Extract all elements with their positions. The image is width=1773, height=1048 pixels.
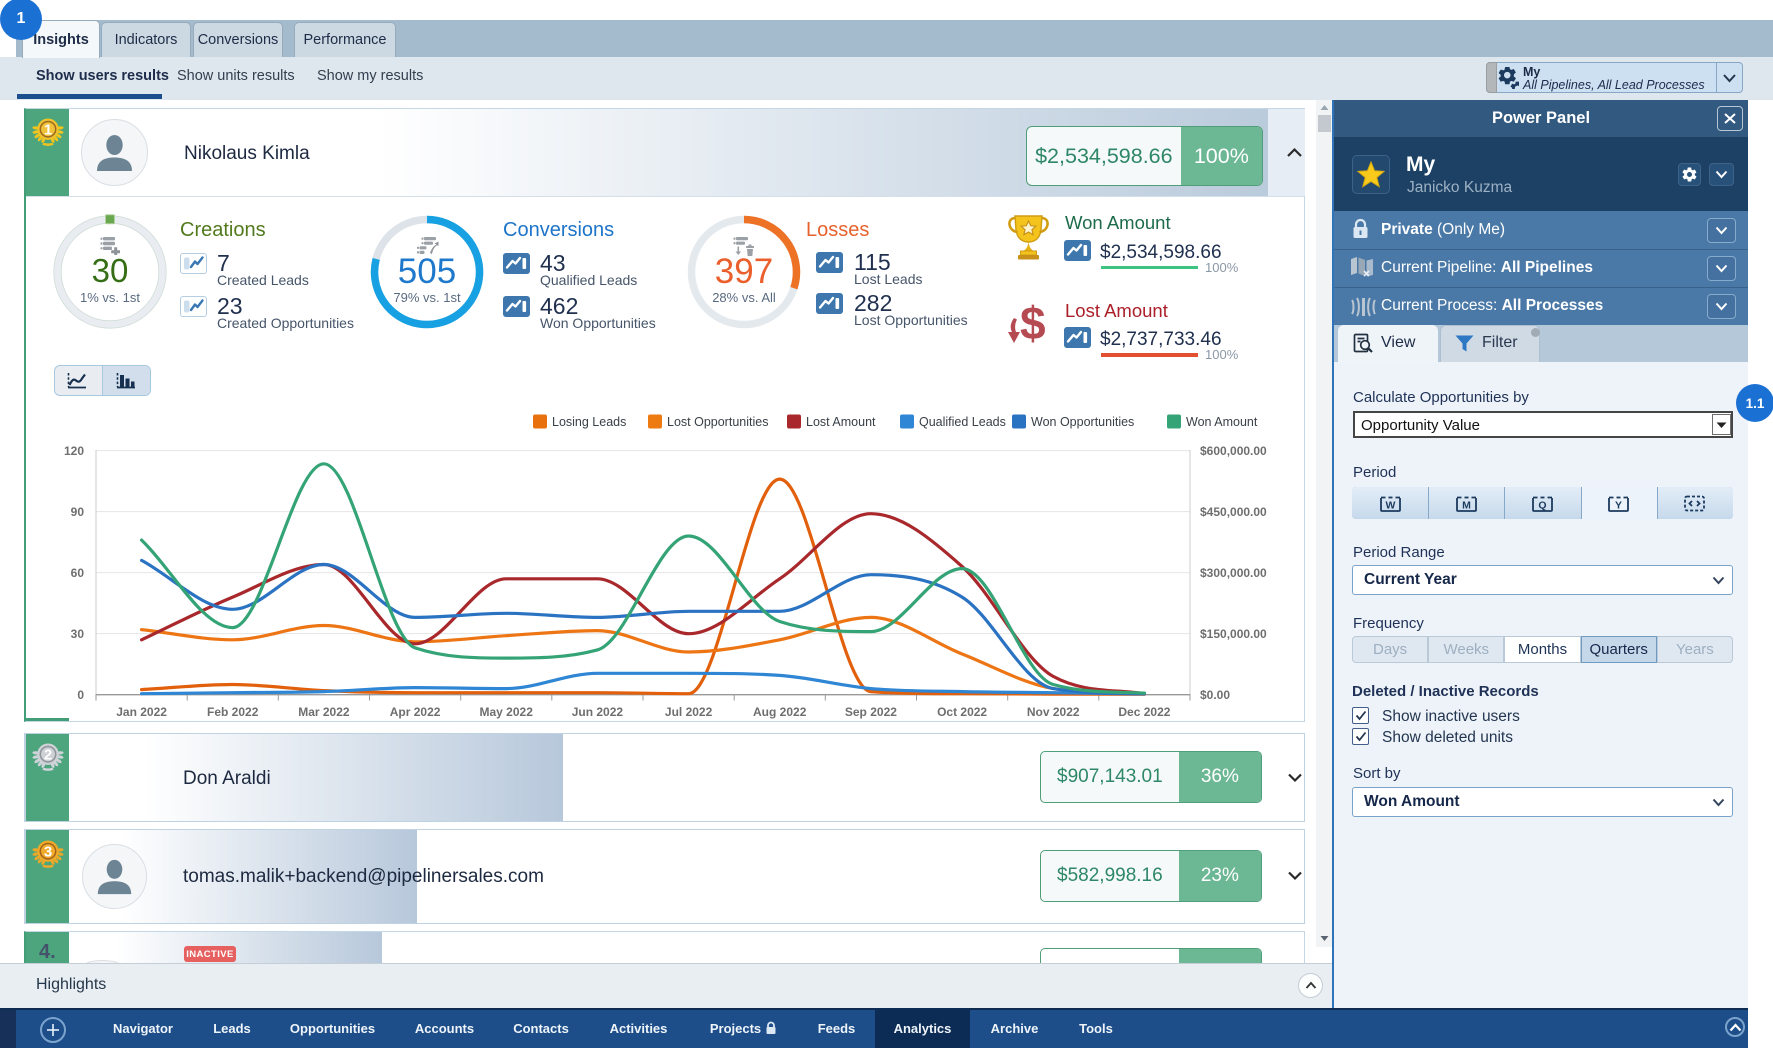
- svg-text:30: 30: [71, 627, 85, 641]
- svg-text:60: 60: [71, 566, 85, 580]
- svg-text:Apr 2022: Apr 2022: [390, 705, 441, 719]
- svg-text:$450,000.00: $450,000.00: [1200, 505, 1267, 519]
- svg-text:Mar 2022: Mar 2022: [298, 705, 350, 719]
- svg-text:Lost Amount: Lost Amount: [806, 415, 876, 429]
- svg-text:Jun 2022: Jun 2022: [572, 705, 624, 719]
- svg-text:W: W: [1385, 500, 1395, 512]
- svg-text:Y: Y: [1615, 500, 1622, 512]
- svg-text:0: 0: [77, 688, 84, 702]
- svg-text:Jan 2022: Jan 2022: [116, 705, 167, 719]
- svg-text:Losing Leads: Losing Leads: [552, 415, 626, 429]
- svg-text:120: 120: [64, 444, 84, 458]
- svg-text:May 2022: May 2022: [480, 705, 534, 719]
- svg-text:3: 3: [44, 844, 52, 861]
- svg-text:1: 1: [44, 122, 52, 139]
- svg-text:Qualified Leads: Qualified Leads: [919, 415, 1006, 429]
- svg-text:Feb 2022: Feb 2022: [207, 705, 259, 719]
- svg-text:Won Opportunities: Won Opportunities: [1031, 415, 1134, 429]
- svg-text:Jul 2022: Jul 2022: [665, 705, 713, 719]
- svg-text:$300,000.00: $300,000.00: [1200, 566, 1267, 580]
- svg-text:Dec 2022: Dec 2022: [1118, 705, 1170, 719]
- svg-text:$150,000.00: $150,000.00: [1200, 627, 1267, 641]
- svg-text:Nov 2022: Nov 2022: [1027, 705, 1080, 719]
- svg-text:2: 2: [44, 747, 52, 764]
- svg-text:$0.00: $0.00: [1200, 688, 1230, 702]
- svg-text:Won Amount: Won Amount: [1186, 415, 1258, 429]
- svg-text:Lost Opportunities: Lost Opportunities: [667, 415, 768, 429]
- svg-text:Aug 2022: Aug 2022: [753, 705, 807, 719]
- svg-text:Sep 2022: Sep 2022: [845, 705, 897, 719]
- svg-text:Oct 2022: Oct 2022: [937, 705, 987, 719]
- svg-text:Q: Q: [1538, 500, 1546, 512]
- svg-text:M: M: [1462, 500, 1471, 512]
- svg-text:$600,000.00: $600,000.00: [1200, 444, 1267, 458]
- svg-text:90: 90: [71, 505, 85, 519]
